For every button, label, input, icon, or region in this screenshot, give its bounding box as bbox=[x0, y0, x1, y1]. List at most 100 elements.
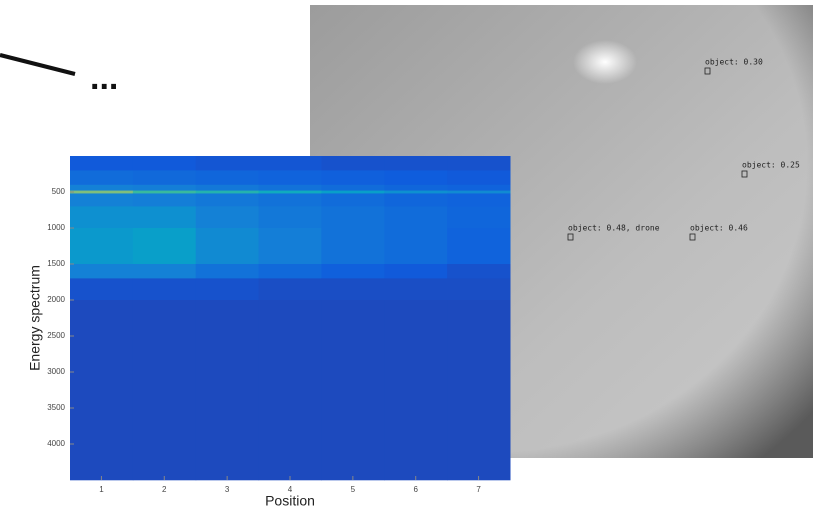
x-tick-label: 7 bbox=[476, 485, 481, 494]
heatmap-cell bbox=[384, 300, 448, 481]
heatmap-cell bbox=[195, 156, 260, 171]
heatmap-cell bbox=[258, 170, 322, 186]
heatmap-cell bbox=[258, 228, 322, 265]
heatmap-cell bbox=[447, 300, 511, 481]
heatmap-cell bbox=[70, 193, 134, 207]
heatmap-cell bbox=[447, 190, 511, 194]
x-tick-label: 6 bbox=[413, 485, 418, 494]
heatmap-cell bbox=[70, 300, 134, 481]
heatmap-cell bbox=[447, 228, 511, 265]
detection-box bbox=[689, 233, 696, 241]
y-tick-label: 500 bbox=[52, 187, 66, 196]
x-tick-label: 3 bbox=[225, 485, 230, 494]
heatmap-cell bbox=[132, 170, 197, 186]
heatmap-cell bbox=[258, 278, 322, 301]
heatmap-cell bbox=[447, 156, 511, 171]
detection-label: object: 0.25 bbox=[742, 161, 800, 170]
y-tick-label: 4000 bbox=[47, 439, 65, 448]
heatmap-cell bbox=[321, 300, 385, 481]
y-tick-label: 2000 bbox=[47, 295, 65, 304]
heatmap-cell bbox=[132, 300, 197, 481]
connector-line bbox=[0, 53, 76, 76]
x-tick-label: 4 bbox=[288, 485, 293, 494]
heatmap-cell bbox=[447, 264, 511, 279]
heatmap-cell bbox=[70, 184, 134, 191]
heatmap-cell bbox=[132, 206, 197, 229]
heatmap-cell bbox=[70, 278, 134, 301]
heatmap-cell bbox=[195, 206, 260, 229]
heatmap-cell bbox=[258, 206, 322, 229]
heatmap-cell bbox=[384, 156, 448, 171]
heatmap-cell bbox=[384, 264, 448, 279]
heatmap-cell bbox=[195, 278, 260, 301]
y-tick-label: 1000 bbox=[47, 223, 65, 232]
heatmap-chart: Position Energy spectrum 1 2 3 4 5 6 7 500 1000 1… bbox=[27, 156, 511, 509]
heatmap-cell bbox=[384, 206, 448, 229]
heatmap-cell bbox=[321, 184, 385, 191]
heatmap-cell bbox=[447, 193, 511, 207]
heatmap-cell bbox=[70, 190, 134, 194]
x-tick-label: 2 bbox=[162, 485, 167, 494]
heatmap-cells bbox=[70, 156, 511, 481]
heatmap-cell bbox=[447, 184, 511, 191]
heatmap-cell bbox=[447, 278, 511, 301]
heatmap-cell bbox=[195, 193, 260, 207]
heatmap-cell bbox=[132, 193, 197, 207]
heatmap-cell bbox=[321, 170, 385, 186]
heatmap-cell bbox=[132, 264, 197, 279]
heatmap-cell bbox=[384, 190, 448, 194]
y-tick-label: 3500 bbox=[47, 403, 65, 412]
detection-label: object: 0.48, drone bbox=[568, 224, 660, 233]
heatmap-cell bbox=[384, 170, 448, 186]
heatmap-cell bbox=[321, 206, 385, 229]
ellipsis: ... bbox=[90, 59, 118, 97]
heatmap-cell bbox=[132, 278, 197, 301]
heatmap-cell bbox=[70, 264, 134, 279]
heatmap-cell bbox=[195, 228, 260, 265]
y-tick-label: 2500 bbox=[47, 331, 65, 340]
heatmap-cell bbox=[258, 156, 322, 171]
y-axis-label: Energy spectrum bbox=[27, 265, 43, 371]
heatmap-cell bbox=[384, 184, 448, 191]
heatmap-cell bbox=[70, 156, 134, 171]
heatmap-cell bbox=[258, 300, 322, 481]
heatmap-cell bbox=[70, 206, 134, 229]
heatmap-cell bbox=[447, 206, 511, 229]
y-tick-label: 3000 bbox=[47, 367, 65, 376]
heatmap-cell bbox=[258, 264, 322, 279]
heatmap-cell bbox=[258, 190, 322, 194]
heatmap-cell bbox=[195, 184, 260, 191]
heatmap-cell bbox=[195, 264, 260, 279]
heatmap-cell bbox=[258, 193, 322, 207]
heatmap-cell bbox=[321, 264, 385, 279]
heatmap-cell bbox=[195, 170, 260, 186]
detection-box bbox=[741, 170, 748, 178]
detection-label: object: 0.30 bbox=[705, 58, 763, 67]
heatmap-cell bbox=[258, 184, 322, 191]
detection-box bbox=[567, 233, 574, 241]
heatmap-cell bbox=[132, 190, 197, 194]
heatmap-cell bbox=[70, 170, 134, 186]
heatmap-cell bbox=[195, 190, 260, 194]
heatmap-cell bbox=[195, 300, 260, 481]
heatmap-cell bbox=[321, 278, 385, 301]
heatmap-cell bbox=[321, 228, 385, 265]
x-tick-label: 5 bbox=[351, 485, 356, 494]
heatmap-cell bbox=[384, 193, 448, 207]
x-tick-label: 1 bbox=[99, 485, 104, 494]
heatmap-cell bbox=[132, 228, 197, 265]
heatmap-cell bbox=[132, 156, 197, 171]
heatmap-cell bbox=[132, 184, 197, 191]
heatmap-cell bbox=[384, 228, 448, 265]
heatmap-cell bbox=[70, 228, 134, 265]
heatmap-cell bbox=[321, 193, 385, 207]
heatmap-cell bbox=[321, 156, 385, 171]
detection-label: object: 0.46 bbox=[690, 224, 748, 233]
x-axis-label: Position bbox=[265, 493, 315, 509]
heatmap-cell bbox=[384, 278, 448, 301]
detection-box bbox=[704, 67, 711, 75]
heatmap-cell bbox=[321, 190, 385, 194]
y-tick-label: 1500 bbox=[47, 259, 65, 268]
